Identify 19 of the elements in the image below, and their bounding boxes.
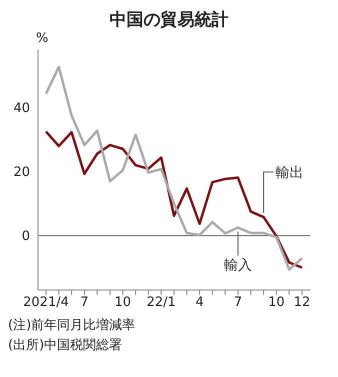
series-label: 輸入 (224, 258, 252, 274)
x-tick-label: 12 (294, 295, 310, 310)
x-tick-label: 22/1 (146, 295, 176, 310)
y-tick-label: 0 (22, 229, 30, 244)
text: (出所)中国税関総署 (8, 338, 124, 354)
y-tick-label: 40 (13, 101, 30, 116)
x-tick-label: 7 (234, 295, 242, 310)
callout-connector: 輸入 (224, 231, 252, 274)
line-series (44, 66, 304, 271)
x-tick-label: 2021/4 (23, 295, 69, 310)
x-tick-label: 4 (195, 295, 204, 310)
y-axis-title: % (35, 31, 50, 46)
chart-title: 中国の貿易統計 (108, 9, 230, 32)
callout-connector: 輸出 (263, 165, 304, 214)
text: (注)前年同月比増減率 (8, 318, 136, 334)
y-tick-label: 20 (13, 165, 30, 180)
x-tick-label: 10 (114, 295, 132, 310)
x-tick-label: 7 (80, 295, 89, 310)
x-tick-label: 10 (268, 295, 285, 310)
